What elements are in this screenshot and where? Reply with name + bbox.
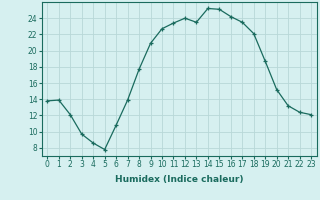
X-axis label: Humidex (Indice chaleur): Humidex (Indice chaleur) — [115, 175, 244, 184]
